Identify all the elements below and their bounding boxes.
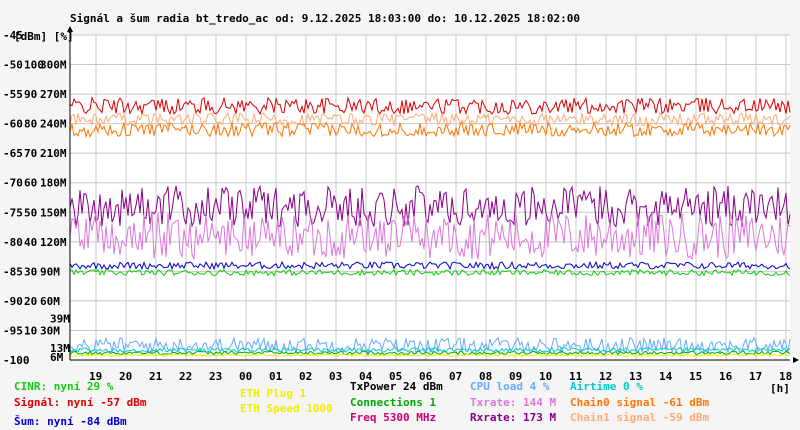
y-tick-dbm: -90	[3, 295, 23, 308]
y-tick-dbm: -65	[3, 147, 23, 160]
y-tick-rate: 120M	[40, 236, 67, 249]
series-line	[69, 268, 791, 277]
chart-series	[69, 95, 791, 358]
x-tick-hour: 01	[269, 370, 283, 383]
x-tick-hour: 23	[209, 370, 222, 383]
legend-airtime: Airtime 0 %	[570, 380, 643, 393]
y-tick-dbm: -100	[3, 354, 30, 367]
y-tick-percent: 40	[24, 236, 37, 249]
y-axis-arrow	[67, 26, 73, 32]
y-tick-dbm: -95	[3, 324, 23, 337]
x-tick-hour: 07	[449, 370, 462, 383]
side-label: 13M	[50, 342, 70, 355]
y-tick-dbm: -75	[3, 206, 23, 219]
x-tick-hour: 13	[629, 370, 642, 383]
y-tick-percent: 90	[24, 88, 37, 101]
x-tick-hour: 10	[539, 370, 552, 383]
series-line	[69, 353, 791, 358]
y-tick-percent: 80	[24, 118, 37, 131]
chart-title: Signál a šum radia bt_tredo_ac od: 9.12.…	[70, 12, 580, 25]
x-tick-hour: 05	[389, 370, 402, 383]
side-label: 39M	[50, 313, 70, 326]
side-label: 6M	[50, 351, 64, 364]
x-tick-hour: 02	[299, 370, 312, 383]
legend-eth-plug: ETH Plug 1	[240, 387, 307, 400]
x-tick-hour: 17	[749, 370, 762, 383]
y-tick-dbm: -80	[3, 236, 23, 249]
y-tick-dbm: -60	[3, 118, 23, 131]
legend-freq: Freq 5300 MHz	[350, 411, 437, 424]
x-tick-hour: 22	[179, 370, 192, 383]
y-tick-rate: 30M	[40, 324, 60, 337]
y-tick-percent: 50	[24, 206, 37, 219]
series-line	[69, 120, 791, 139]
x-tick-hour: 19	[89, 370, 102, 383]
y-tick-dbm: -50	[3, 59, 23, 72]
y-tick-percent: 70	[24, 147, 37, 160]
legend-chain1: Chain1 signal -59 dBm	[570, 411, 710, 424]
legend-cpu-load: CPU load 4 %	[470, 380, 550, 393]
y-tick-rate: 90M	[40, 265, 60, 278]
series-line	[69, 111, 791, 128]
series-line	[69, 184, 791, 229]
series-line	[69, 260, 791, 271]
y-tick-dbm: -55	[3, 88, 23, 101]
y-tick-rate: 270M	[40, 88, 67, 101]
x-tick-hour: 09	[509, 370, 522, 383]
legend-cinr: CINR: nyní 29 %	[14, 380, 114, 393]
legend-connections: Connections 1	[350, 396, 437, 409]
x-tick-hour: 14	[659, 370, 673, 383]
y-tick-rate: 180M	[40, 177, 67, 190]
series-line	[69, 95, 791, 116]
y-tick-percent: 20	[24, 295, 37, 308]
x-unit-label: [h]	[770, 382, 790, 395]
y-tick-dbm: -70	[3, 177, 23, 190]
x-tick-hour: 20	[119, 370, 132, 383]
legend-txpower: TxPower 24 dBm	[350, 380, 443, 393]
y-tick-dbm: -45	[3, 29, 23, 42]
y-tick-rate: 210M	[40, 147, 67, 160]
x-tick-hour: 03	[329, 370, 342, 383]
y-tick-percent: 60	[24, 177, 37, 190]
legend-rxrate: Rxrate: 173 M	[470, 411, 557, 424]
legend-noise: Šum: nyní -84 dBm	[14, 415, 127, 428]
series-line	[69, 212, 791, 261]
x-tick-hour: 21	[149, 370, 163, 383]
y-tick-percent: 10	[24, 324, 37, 337]
y-tick-rate: 300M	[40, 59, 67, 72]
x-tick-hour: 12	[599, 370, 612, 383]
x-tick-hour: 15	[689, 370, 702, 383]
x-tick-hour: 18	[779, 370, 792, 383]
legend-chain0: Chain0 signal -61 dBm	[570, 396, 710, 409]
legend-signal: Signál: nyní -57 dBm	[14, 396, 147, 409]
series-line	[69, 346, 791, 354]
x-tick-hour: 16	[719, 370, 733, 383]
x-tick-hour: 08	[479, 370, 492, 383]
y-tick-rate: 60M	[40, 295, 60, 308]
x-tick-hour: 04	[359, 370, 373, 383]
y-units-label: [dBm] [%]	[14, 30, 74, 43]
x-tick-hour: 11	[569, 370, 583, 383]
series-line	[69, 336, 791, 355]
legend-txrate: Txrate: 144 M	[470, 396, 557, 409]
y-tick-percent: 100	[24, 59, 44, 72]
x-axis-arrow	[793, 357, 799, 363]
y-tick-rate: 240M	[40, 118, 67, 131]
legend-eth-speed: ETH Speed 1000	[240, 402, 333, 415]
y-tick-percent: 30	[24, 265, 37, 278]
x-tick-hour: 00	[239, 370, 252, 383]
x-tick-hour: 06	[419, 370, 433, 383]
y-tick-dbm: -85	[3, 265, 23, 278]
y-tick-rate: 150M	[40, 206, 67, 219]
